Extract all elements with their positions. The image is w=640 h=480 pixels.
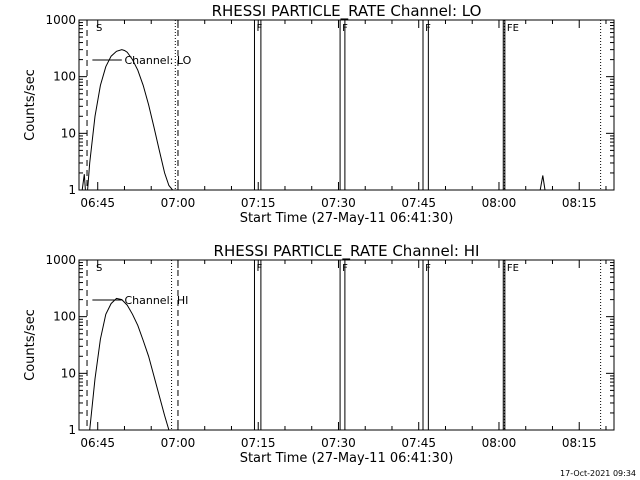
series-line	[81, 49, 173, 191]
flag-label: F	[257, 23, 263, 34]
x-tick-label: 07:15	[241, 436, 276, 450]
x-tick-label: 07:00	[161, 436, 196, 450]
flag-label: F	[425, 23, 431, 34]
x-tick-label: 07:30	[321, 436, 356, 450]
y-tick-label: 100	[53, 70, 76, 84]
y-axis-label: Counts/sec	[23, 309, 38, 381]
y-tick-label: 1000	[45, 13, 76, 27]
series-line	[89, 297, 170, 431]
plot-frame	[78, 19, 615, 191]
x-tick-label: 08:15	[562, 436, 597, 450]
x-tick-label: 07:15	[241, 196, 276, 210]
flag-label: S	[96, 263, 102, 274]
x-tick-label: 07:45	[401, 436, 436, 450]
y-tick-label: 1000	[45, 253, 76, 267]
flag-label: S	[96, 23, 102, 34]
flag-label: FE	[507, 263, 519, 274]
x-axis-label: Start Time (27-May-11 06:41:30)	[240, 211, 454, 226]
y-tick-label: 100	[53, 310, 76, 324]
flag-label: F	[257, 263, 263, 274]
x-tick-label: 08:00	[482, 436, 517, 450]
flag-label: F	[425, 263, 431, 274]
legend-label: Channel: HI	[124, 294, 188, 307]
series-line	[539, 175, 546, 191]
x-tick-label: 06:45	[80, 436, 115, 450]
y-tick-label: 10	[61, 366, 76, 380]
y-tick-label: 10	[61, 126, 76, 140]
chart-panel-lo: RHESSI PARTICLE_RATE Channel: LO 1 10 100 10…	[23, 2, 615, 226]
x-tick-label: 08:00	[482, 196, 517, 210]
x-tick-label: 07:30	[321, 196, 356, 210]
x-tick-label: 07:00	[161, 196, 196, 210]
chart-panel-hi: RHESSI PARTICLE_RATE Channel: HI 1 10 100 10…	[23, 242, 615, 466]
chart-title: RHESSI PARTICLE_RATE Channel: LO	[212, 2, 482, 21]
flag-label: F	[342, 263, 348, 274]
legend-label: Channel: LO	[124, 54, 191, 67]
y-tick-label: 1	[68, 423, 76, 437]
flag-label: F	[342, 23, 348, 34]
plot-frame	[78, 259, 615, 431]
x-axis-label: Start Time (27-May-11 06:41:30)	[240, 451, 454, 466]
y-tick-label: 1	[68, 183, 76, 197]
timestamp-footer: 17-Oct-2021 09:34	[560, 469, 636, 478]
chart-title: RHESSI PARTICLE_RATE Channel: HI	[214, 242, 480, 261]
x-tick-label: 07:45	[401, 196, 436, 210]
x-tick-label: 08:15	[562, 196, 597, 210]
flag-label: FE	[507, 23, 519, 34]
x-tick-label: 06:45	[80, 196, 115, 210]
y-axis-label: Counts/sec	[23, 69, 38, 141]
